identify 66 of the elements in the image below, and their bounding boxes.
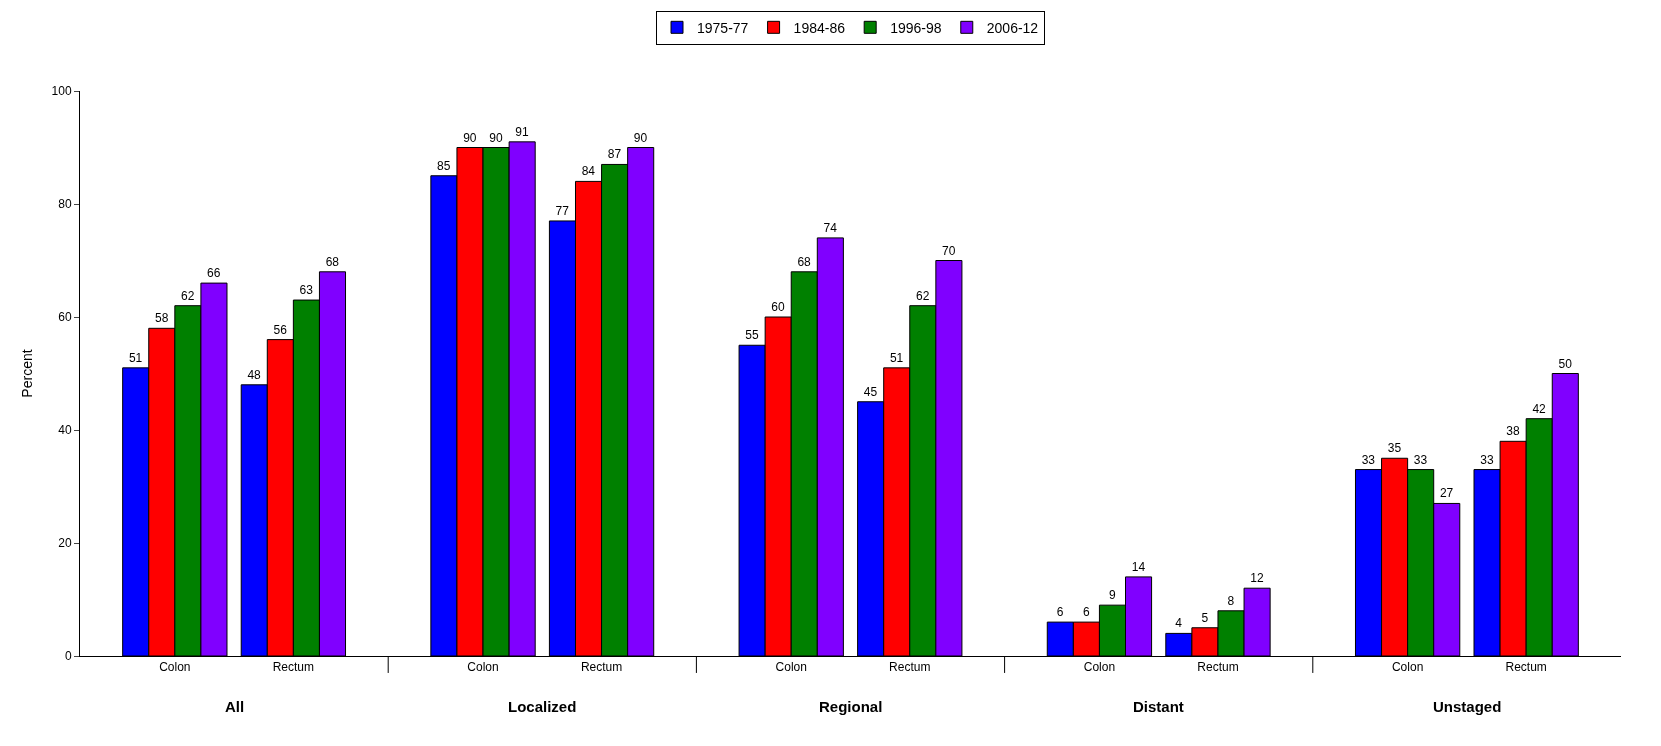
data-label: 63 xyxy=(299,283,314,298)
data-label: 33 xyxy=(1413,452,1428,467)
data-label: 14 xyxy=(1131,559,1146,574)
data-label: 62 xyxy=(915,288,930,303)
text: Unstaged xyxy=(1433,698,1502,715)
data-label: 66 xyxy=(207,266,221,281)
data-label: 6 xyxy=(1082,605,1090,620)
data-label: 90 xyxy=(489,130,503,145)
x-tick-label: Colon xyxy=(1083,660,1116,675)
x-tick-label: Colon xyxy=(467,660,499,675)
data-label: 91 xyxy=(515,124,529,139)
x-tick-label: Rectum xyxy=(580,660,623,675)
data-label: 6 xyxy=(1056,605,1064,620)
data-label: 56 xyxy=(273,322,288,337)
data-label: 87 xyxy=(607,147,622,162)
data-label: 5 xyxy=(1201,610,1209,625)
data-label: 58 xyxy=(154,311,169,326)
data-label: 35 xyxy=(1387,441,1402,456)
data-label: 77 xyxy=(555,203,570,218)
legend-label: 1996-98 xyxy=(890,19,942,36)
data-label: 9 xyxy=(1108,588,1116,603)
y-tick-label: 0 xyxy=(64,649,72,664)
data-label: 70 xyxy=(942,243,956,258)
data-label: 42 xyxy=(1532,401,1547,416)
y-axis-title: Percent xyxy=(19,349,36,398)
legend-label: 1975-77 xyxy=(697,19,749,36)
y-tick-label: 60 xyxy=(58,310,72,325)
data-label: 51 xyxy=(889,350,904,365)
legend-label: 1984-86 xyxy=(793,19,846,36)
data-label: 60 xyxy=(771,300,786,314)
data-label: 4 xyxy=(1175,616,1183,631)
data-label: 68 xyxy=(797,254,812,269)
data-label: 33 xyxy=(1361,452,1376,467)
data-label: 8 xyxy=(1227,593,1235,608)
data-label: 90 xyxy=(633,130,648,145)
text: All xyxy=(225,698,245,715)
x-tick-label: Rectum xyxy=(1505,660,1547,675)
data-label: 50 xyxy=(1558,356,1573,371)
data-label: 85 xyxy=(437,158,451,173)
x-tick-label: Rectum xyxy=(1197,660,1239,675)
data-label: 33 xyxy=(1480,452,1494,467)
x-tick-label: Rectum xyxy=(272,660,315,675)
x-tick-label: Colon xyxy=(775,660,807,675)
data-label: 84 xyxy=(581,164,596,179)
data-label: 12 xyxy=(1250,571,1264,586)
x-tick-label: Rectum xyxy=(889,660,931,675)
legend-label: 2006-12 xyxy=(986,19,1039,36)
data-label: 45 xyxy=(863,384,878,399)
x-tick-label: Colon xyxy=(1391,660,1424,675)
data-label: 68 xyxy=(325,254,340,269)
data-label: 55 xyxy=(745,328,759,343)
y-tick-label: 100 xyxy=(51,84,72,99)
text: Localized xyxy=(508,698,577,715)
data-label: 62 xyxy=(181,288,195,303)
text: Regional xyxy=(819,698,883,715)
data-label: 51 xyxy=(128,350,143,365)
y-tick-label: 80 xyxy=(58,197,72,212)
data-label: 48 xyxy=(247,367,262,382)
data-label: 27 xyxy=(1439,486,1454,501)
x-tick-label: Colon xyxy=(159,660,191,675)
text: Distant xyxy=(1133,698,1184,715)
data-label: 90 xyxy=(463,130,477,145)
y-tick-label: 40 xyxy=(58,423,72,438)
data-label: 74 xyxy=(823,220,838,235)
data-label: 38 xyxy=(1506,424,1520,439)
y-tick-label: 20 xyxy=(58,536,72,551)
